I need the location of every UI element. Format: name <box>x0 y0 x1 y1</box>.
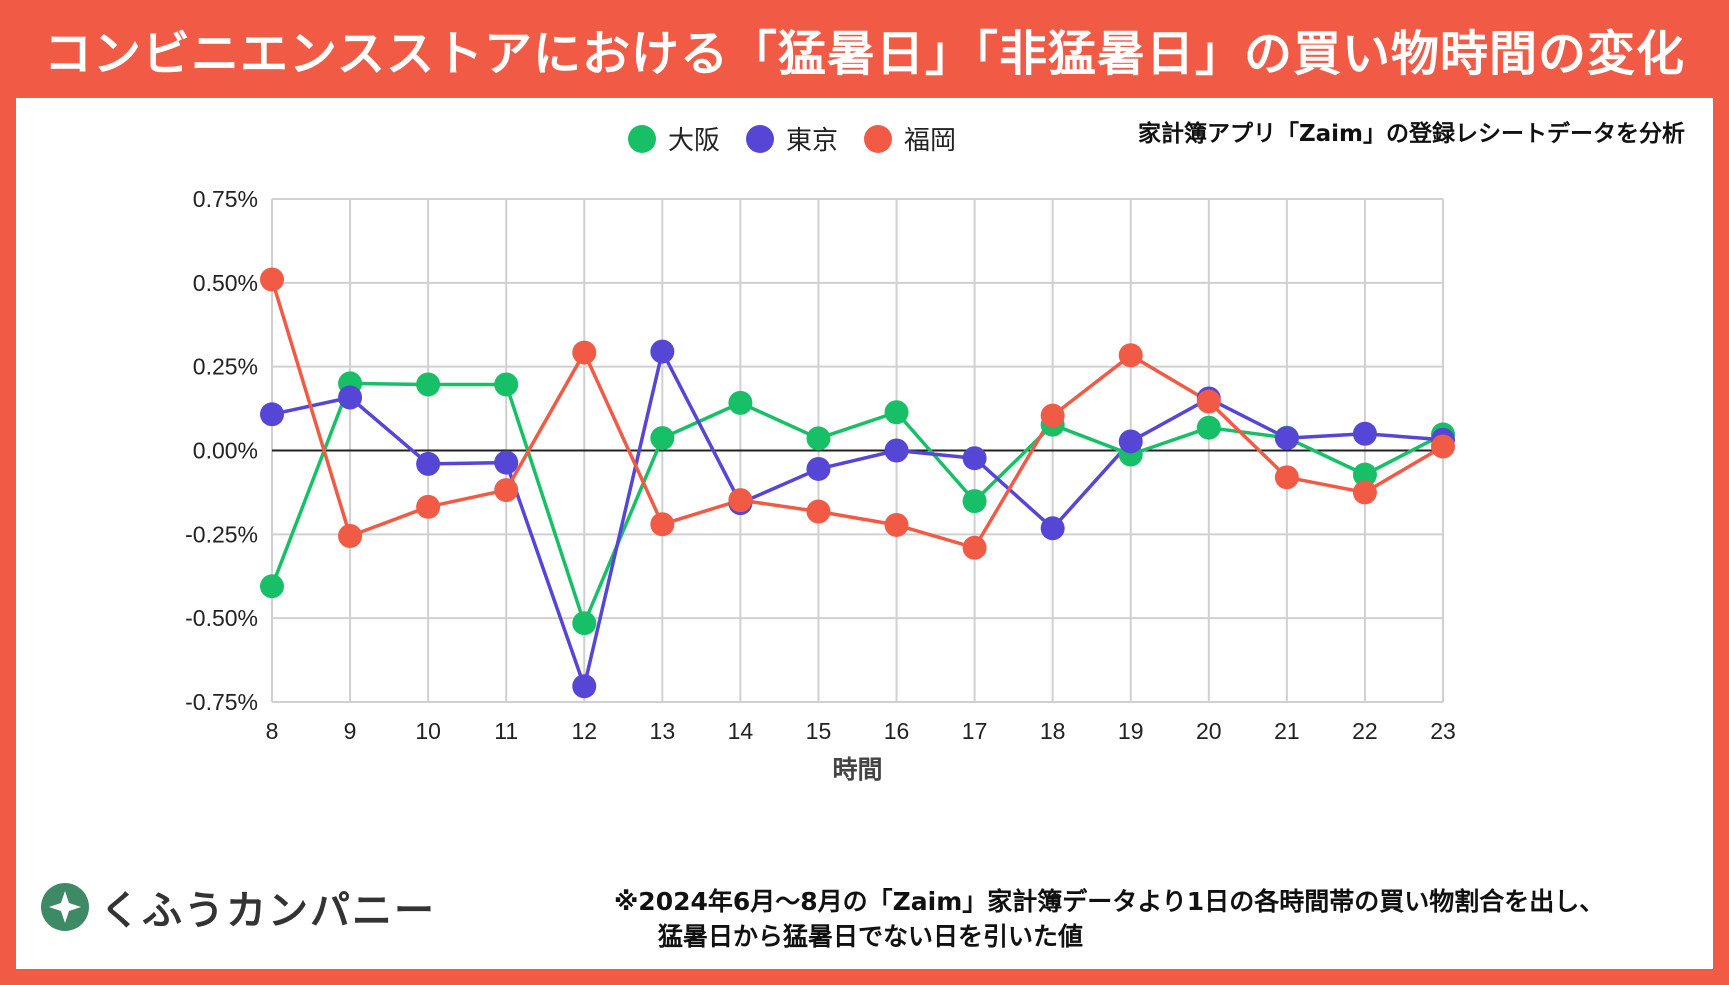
data-point-s1-x9 <box>338 385 363 410</box>
x-tick-label: 17 <box>962 718 988 744</box>
chart-title: コンビニエンスストアにおける「猛暑日」「非猛暑日」の買い物時間の変化 <box>43 25 1686 82</box>
x-tick-label: 11 <box>494 718 518 744</box>
legend-marker-icon <box>864 124 893 153</box>
data-point-s2-x16 <box>884 512 909 537</box>
y-tick-label: -0.25% <box>185 521 258 547</box>
footnote: ※2024年6月～8月の「Zaim」家計簿データより1日の各時間帯の買い物割合を… <box>614 884 1604 954</box>
legend-item-0: 大阪 <box>628 120 720 157</box>
x-tick-label: 23 <box>1430 718 1456 744</box>
legend: 大阪 東京 福岡 <box>628 120 956 157</box>
data-point-s0-x10 <box>416 372 441 397</box>
data-point-s1-x13 <box>650 339 675 364</box>
line-chart: 0.75% 0.50% 0.25% 0.00% -0.25% -0.50% -0.75% 8 9… <box>185 186 1456 784</box>
legend-item-1: 東京 <box>746 120 838 157</box>
data-point-s0-x12 <box>572 611 597 636</box>
legend-item-2: 福岡 <box>864 120 956 157</box>
data-point-s1-x19 <box>1118 429 1143 454</box>
legend-marker-icon <box>746 124 775 153</box>
data-point-s2-x14 <box>728 488 753 513</box>
y-tick-label: -0.75% <box>185 689 258 715</box>
chart-panel: 大阪 東京 福岡 家計簿アプリ「Zaim」の登録レシートデータを分析 0.75% 0.… <box>16 98 1713 969</box>
data-point-s0-x20 <box>1196 415 1221 440</box>
data-point-s1-x16 <box>884 438 909 463</box>
data-point-s0-x11 <box>494 372 519 397</box>
data-point-s2-x11 <box>494 478 519 503</box>
y-tick-label: 0.25% <box>193 354 258 380</box>
data-point-s0-x16 <box>884 400 909 425</box>
data-point-s2-x8 <box>260 267 284 292</box>
data-point-s1-x17 <box>962 446 987 471</box>
legend-label: 福岡 <box>904 126 957 156</box>
data-point-s2-x12 <box>572 340 597 365</box>
x-tick-label: 18 <box>1040 718 1066 744</box>
brand-star-icon <box>41 883 89 931</box>
data-point-s1-x15 <box>806 456 831 481</box>
legend-label: 東京 <box>786 126 839 156</box>
x-tick-label: 10 <box>415 718 441 744</box>
legend-marker-icon <box>628 124 656 153</box>
data-point-s0-x14 <box>728 390 753 415</box>
data-point-s2-x13 <box>650 512 675 537</box>
x-tick-label: 8 <box>266 718 279 744</box>
data-point-s1-x10 <box>416 451 441 476</box>
data-point-s2-x18 <box>1040 403 1065 428</box>
x-tick-label: 20 <box>1196 718 1222 744</box>
x-tick-label: 14 <box>728 718 754 744</box>
data-point-s2-x22 <box>1352 480 1377 505</box>
x-tick-label: 19 <box>1118 718 1144 744</box>
data-point-s2-x19 <box>1118 343 1143 368</box>
data-point-s2-x15 <box>806 499 831 524</box>
legend-label: 大阪 <box>668 126 721 156</box>
series-line-1 <box>271 349 1444 688</box>
data-point-s0-x17 <box>962 489 987 514</box>
x-tick-label: 13 <box>650 718 676 744</box>
x-tick-label: 21 <box>1274 718 1300 744</box>
footnote-line-2: 猛暑日から猛暑日でない日を引いた値 <box>658 922 1084 951</box>
footnote-line-1: ※2024年6月～8月の「Zaim」家計簿データより1日の各時間帯の買い物割合を… <box>614 887 1605 916</box>
y-tick-label: 0.75% <box>193 186 258 212</box>
data-point-s2-x10 <box>416 494 441 519</box>
x-tick-label: 22 <box>1352 718 1378 744</box>
subtitle: 家計簿アプリ「Zaim」の登録レシートデータを分析 <box>1137 121 1685 147</box>
data-point-s0-x13 <box>650 426 675 451</box>
x-axis-title: 時間 <box>832 755 882 784</box>
data-point-s0-x15 <box>806 426 831 451</box>
series-line-2 <box>270 278 1444 550</box>
x-tick-label: 9 <box>344 718 357 744</box>
series-line-0 <box>270 381 1444 625</box>
x-tick-label: 15 <box>806 718 832 744</box>
data-point-s2-x21 <box>1274 465 1299 490</box>
data-point-s1-x12 <box>572 674 597 699</box>
data-point-s2-x17 <box>962 535 987 560</box>
data-point-s2-x23 <box>1431 434 1455 459</box>
data-point-s0-x8 <box>260 574 284 599</box>
brand-name: くふうカンパニー <box>100 888 436 934</box>
y-tick-label: 0.00% <box>193 438 258 464</box>
data-point-s2-x9 <box>338 524 363 549</box>
data-point-s1-x8 <box>260 402 284 427</box>
y-tick-label: -0.50% <box>185 605 258 631</box>
data-point-s0-x22 <box>1352 462 1377 487</box>
brand-logo: くふうカンパニー <box>40 878 436 936</box>
data-point-s1-x18 <box>1040 516 1065 541</box>
data-point-s1-x11 <box>494 450 519 475</box>
x-tick-label: 12 <box>571 718 597 744</box>
data-point-s2-x20 <box>1196 389 1221 414</box>
data-point-s1-x21 <box>1274 426 1299 451</box>
x-tick-label: 16 <box>884 718 910 744</box>
data-point-s1-x22 <box>1352 421 1377 446</box>
y-tick-label: 0.50% <box>193 270 258 296</box>
